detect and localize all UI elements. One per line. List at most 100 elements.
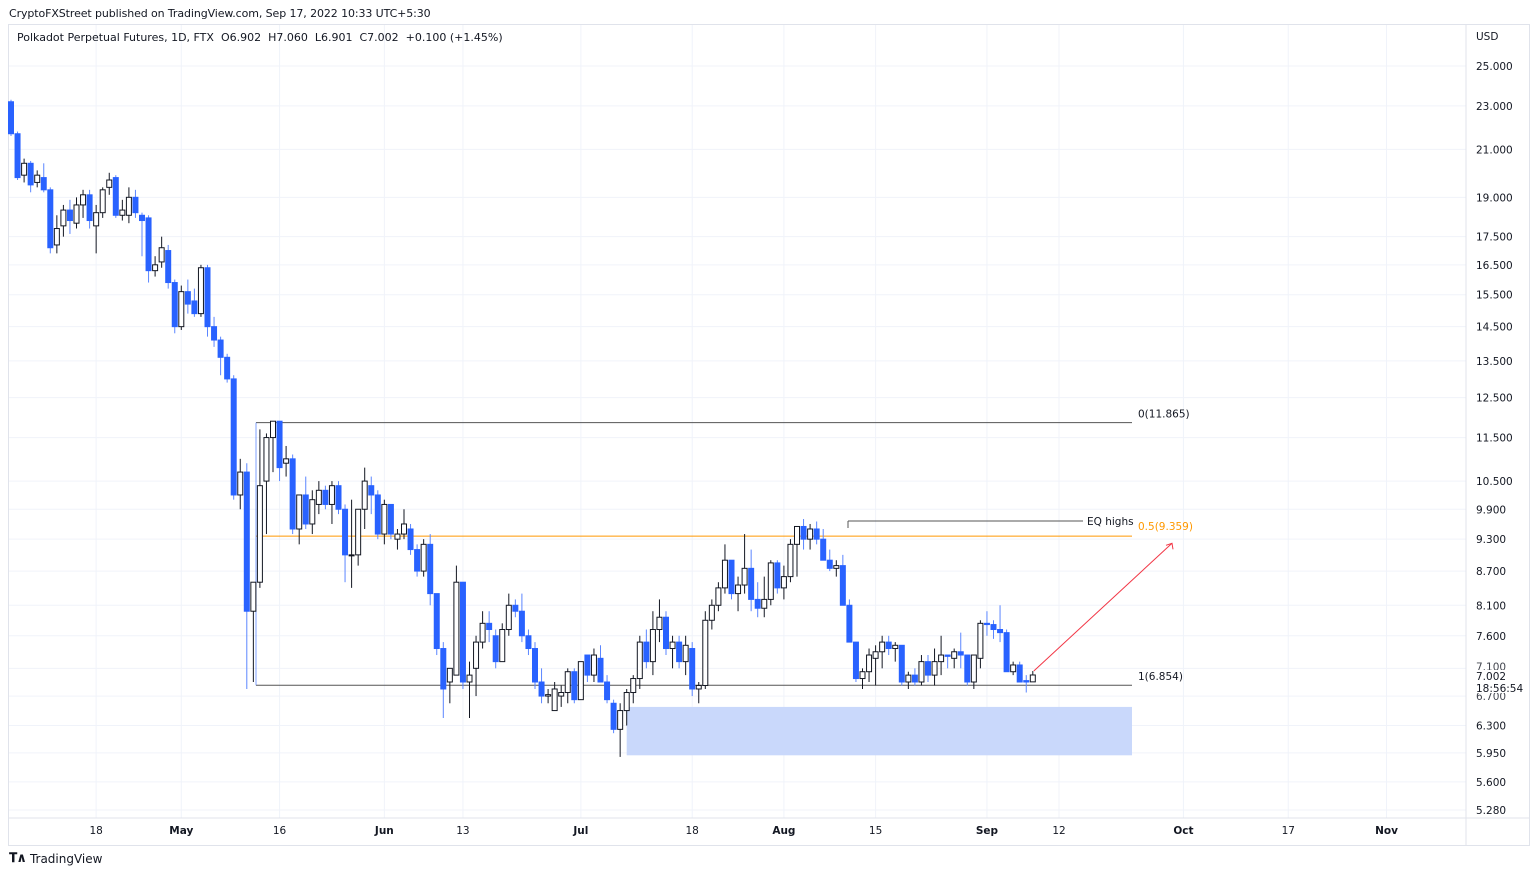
candle-body[interactable] bbox=[401, 523, 407, 535]
candle-body[interactable] bbox=[217, 339, 224, 358]
candle-body[interactable] bbox=[289, 458, 296, 530]
candle-body[interactable] bbox=[34, 174, 41, 183]
candle-body[interactable] bbox=[813, 528, 820, 540]
candle-body[interactable] bbox=[328, 485, 335, 505]
candle-body[interactable] bbox=[590, 654, 597, 676]
candle-body[interactable] bbox=[689, 648, 696, 690]
candle-body[interactable] bbox=[191, 300, 198, 315]
candle-body[interactable] bbox=[649, 629, 656, 663]
candle-body[interactable] bbox=[211, 326, 218, 341]
candle-body[interactable] bbox=[983, 622, 990, 626]
candle-body[interactable] bbox=[165, 250, 172, 284]
candle-body[interactable] bbox=[125, 196, 132, 216]
candle-body[interactable] bbox=[610, 702, 617, 730]
candle-body[interactable] bbox=[335, 485, 342, 510]
candle-body[interactable] bbox=[414, 549, 421, 572]
candle-body[interactable] bbox=[708, 604, 715, 621]
candle-body[interactable] bbox=[86, 194, 93, 222]
candle-body[interactable] bbox=[721, 559, 728, 589]
candle-body[interactable] bbox=[807, 528, 814, 540]
candle-body[interactable] bbox=[977, 622, 984, 659]
candle-body[interactable] bbox=[446, 667, 453, 683]
candle-body[interactable] bbox=[820, 538, 827, 561]
candle-body[interactable] bbox=[1029, 674, 1036, 683]
candle-body[interactable] bbox=[545, 694, 552, 697]
candle-body[interactable] bbox=[774, 562, 781, 589]
candle-body[interactable] bbox=[964, 654, 971, 683]
candle-body[interactable] bbox=[918, 661, 925, 683]
candle-body[interactable] bbox=[859, 671, 866, 680]
candle-body[interactable] bbox=[270, 420, 276, 439]
candle-body[interactable] bbox=[112, 177, 119, 216]
candle-body[interactable] bbox=[623, 692, 630, 712]
candle-body[interactable] bbox=[879, 641, 886, 653]
candle-body[interactable] bbox=[676, 641, 683, 663]
candle-body[interactable] bbox=[512, 604, 519, 612]
candle-body[interactable] bbox=[348, 554, 355, 557]
candle-body[interactable] bbox=[846, 604, 853, 643]
candle-body[interactable] bbox=[250, 581, 257, 612]
candle-body[interactable] bbox=[139, 214, 145, 222]
candle-body[interactable] bbox=[695, 684, 702, 690]
candle-body[interactable] bbox=[505, 604, 512, 631]
candle-body[interactable] bbox=[944, 654, 951, 657]
candle-body[interactable] bbox=[663, 616, 669, 650]
candle-body[interactable] bbox=[256, 485, 263, 583]
candle-body[interactable] bbox=[538, 681, 545, 697]
candle-body[interactable] bbox=[66, 209, 73, 222]
candle-body[interactable] bbox=[794, 525, 800, 545]
candle-body[interactable] bbox=[643, 641, 650, 663]
candle-body[interactable] bbox=[617, 710, 624, 730]
candle-body[interactable] bbox=[21, 162, 28, 176]
candle-body[interactable] bbox=[119, 209, 126, 216]
candle-body[interactable] bbox=[925, 661, 931, 676]
candle-body[interactable] bbox=[682, 644, 689, 663]
candle-body[interactable] bbox=[492, 635, 499, 663]
candle-body[interactable] bbox=[604, 681, 611, 701]
candle-body[interactable] bbox=[852, 641, 859, 680]
candle-body[interactable] bbox=[197, 267, 204, 315]
candle-body[interactable] bbox=[420, 543, 427, 572]
candle-body[interactable] bbox=[780, 576, 787, 589]
candle-body[interactable] bbox=[27, 162, 34, 186]
candle-body[interactable] bbox=[315, 489, 322, 505]
candle-body[interactable] bbox=[997, 629, 1004, 634]
candle-body[interactable] bbox=[754, 598, 761, 609]
candle-body[interactable] bbox=[204, 267, 211, 328]
candle-body[interactable] bbox=[283, 458, 290, 464]
candle-body[interactable] bbox=[473, 641, 480, 669]
candle-body[interactable] bbox=[479, 622, 486, 643]
candle-body[interactable] bbox=[184, 291, 191, 305]
candle-body[interactable] bbox=[355, 508, 362, 556]
candle-body[interactable] bbox=[1003, 632, 1010, 673]
candle-body[interactable] bbox=[368, 485, 375, 496]
candle-body[interactable] bbox=[53, 228, 60, 246]
candle-body[interactable] bbox=[230, 378, 237, 496]
candle-body[interactable] bbox=[636, 641, 643, 680]
candle-body[interactable] bbox=[342, 508, 349, 556]
candle-body[interactable] bbox=[951, 651, 958, 659]
candle-body[interactable] bbox=[715, 587, 722, 606]
candle-body[interactable] bbox=[158, 247, 165, 263]
candle-body[interactable] bbox=[885, 641, 892, 650]
candle-body[interactable] bbox=[800, 525, 807, 540]
candle-body[interactable] bbox=[14, 133, 21, 179]
candle-body[interactable] bbox=[60, 209, 67, 227]
candle-body[interactable] bbox=[145, 217, 152, 272]
candle-body[interactable] bbox=[571, 671, 578, 701]
candle-body[interactable] bbox=[171, 282, 178, 328]
candle-body[interactable] bbox=[970, 654, 977, 683]
candle-body[interactable] bbox=[427, 543, 434, 595]
candle-body[interactable] bbox=[1010, 664, 1017, 673]
candle-body[interactable] bbox=[302, 494, 309, 525]
candle-body[interactable] bbox=[990, 624, 997, 631]
candle-body[interactable] bbox=[826, 559, 833, 569]
candle-body[interactable] bbox=[178, 291, 185, 328]
candle-body[interactable] bbox=[8, 101, 14, 135]
candle-body[interactable] bbox=[735, 584, 742, 595]
candle-body[interactable] bbox=[1023, 680, 1030, 683]
candle-body[interactable] bbox=[374, 494, 381, 535]
candle-body[interactable] bbox=[584, 654, 591, 676]
candle-body[interactable] bbox=[309, 499, 316, 525]
candle-body[interactable] bbox=[931, 661, 938, 676]
